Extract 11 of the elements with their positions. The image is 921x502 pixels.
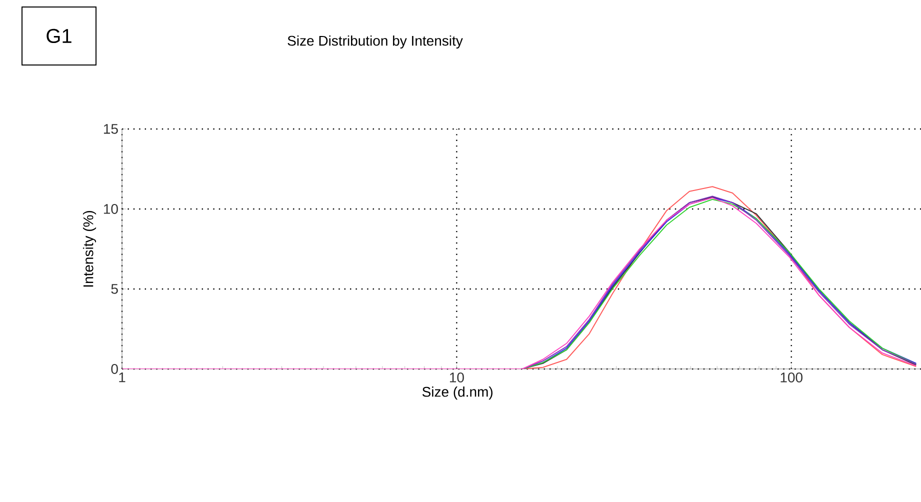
x-tick-label: 100 [780,372,802,382]
y-tick-label: 10 [104,204,118,214]
y-axis-title: Intensity (%) [82,210,96,287]
x-axis-title: Size (d.nm) [422,386,492,400]
x-tick-label: 1 [119,372,126,382]
y-tick-label: 0 [111,364,118,374]
y-tick-label: 15 [104,124,118,134]
chart-title: Size Distribution by Intensity [288,35,463,49]
x-tick-label: 10 [450,372,464,382]
text: G1 [46,28,72,44]
y-tick-label: 5 [111,284,118,294]
